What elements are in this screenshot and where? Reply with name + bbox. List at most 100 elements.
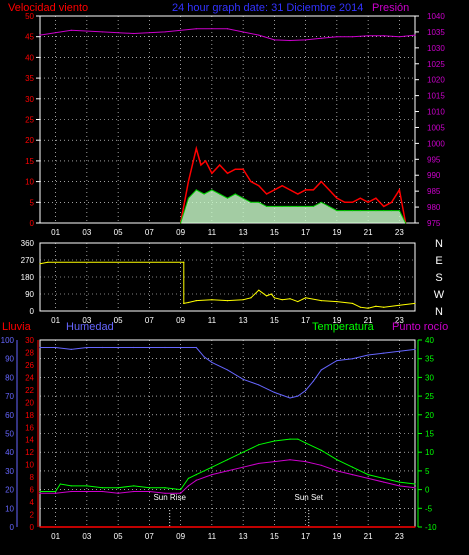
direction-point bbox=[305, 297, 307, 299]
wind-y-tick-label: 25 bbox=[25, 116, 34, 125]
wind-y-tick-label: 10 bbox=[25, 178, 34, 187]
rain-point bbox=[414, 526, 416, 528]
humidity-x-tick-label: 17 bbox=[301, 532, 310, 541]
gust-point bbox=[265, 193, 268, 195]
direction-point bbox=[273, 297, 275, 299]
dewpoint-point bbox=[180, 492, 182, 494]
gust-point bbox=[351, 201, 354, 203]
avg_wind-point bbox=[250, 201, 252, 203]
avg_wind-point bbox=[344, 209, 346, 212]
wind-x-tick-label: 19 bbox=[332, 228, 341, 237]
humidity-point bbox=[336, 359, 338, 362]
humidity-label: Humedad bbox=[66, 321, 114, 333]
direction-point bbox=[39, 263, 41, 265]
humidity-x-tick-label: 03 bbox=[82, 532, 91, 541]
humidity-point bbox=[414, 348, 416, 350]
temperature-point bbox=[180, 489, 182, 491]
dewpoint-point bbox=[320, 464, 322, 466]
pressure-point bbox=[367, 35, 369, 37]
humidity-point bbox=[383, 352, 385, 354]
dewpoint-point bbox=[305, 460, 307, 463]
wind-y-tick-label: 5 bbox=[30, 198, 35, 207]
direction-y-tick-label: 180 bbox=[21, 273, 35, 282]
pressure-point bbox=[101, 31, 104, 33]
sunset-label: Sun Set bbox=[295, 493, 324, 502]
wind-y-tick-label: 40 bbox=[25, 53, 34, 62]
direction-point bbox=[351, 302, 354, 305]
humidity-x-tick-label: 11 bbox=[208, 532, 217, 541]
temp-y-tick-label: 20 bbox=[425, 411, 434, 420]
humidity-point bbox=[211, 361, 213, 364]
avg_wind-point bbox=[195, 189, 197, 191]
humidity-point bbox=[320, 369, 322, 371]
wind-x-tick-label: 07 bbox=[145, 228, 154, 237]
avg_wind-point bbox=[375, 209, 377, 212]
humidity-point bbox=[289, 397, 291, 399]
temperature-point bbox=[242, 451, 244, 453]
pressure-y-tick-label: 1030 bbox=[427, 44, 445, 53]
wind-x-tick-label: 17 bbox=[301, 228, 310, 237]
pressure-y-tick-label: 980 bbox=[427, 203, 441, 212]
temp-y-tick-label: 25 bbox=[425, 392, 434, 401]
temp-y-tick-label: 35 bbox=[425, 355, 434, 364]
rain-y-tick-label: 20 bbox=[25, 398, 34, 407]
avg_wind-point bbox=[211, 189, 213, 191]
pressure-y-tick-label: 1040 bbox=[427, 12, 445, 21]
humidity-y-tick-label: 60 bbox=[5, 411, 14, 420]
dewpoint-point bbox=[351, 474, 354, 476]
pressure-y-tick-label: 985 bbox=[427, 187, 441, 196]
wind-y-tick-label: 50 bbox=[25, 12, 34, 21]
humidity-point bbox=[195, 346, 197, 349]
humidity-point bbox=[148, 346, 150, 349]
rain-y-tick-label: 10 bbox=[25, 461, 34, 470]
dewpoint-point bbox=[133, 490, 135, 493]
rain-y-tick-label: 8 bbox=[30, 473, 35, 482]
temperature-point bbox=[297, 438, 299, 440]
direction-point bbox=[258, 289, 260, 291]
wind-y-tick-label: 20 bbox=[25, 136, 34, 145]
gust-point bbox=[289, 189, 291, 191]
temperature-point bbox=[351, 466, 354, 468]
humidity-point bbox=[258, 384, 260, 386]
humidity-y-tick-label: 80 bbox=[5, 373, 14, 382]
pressure-point bbox=[305, 39, 307, 41]
gust-point bbox=[195, 147, 197, 150]
direction-point bbox=[297, 300, 299, 303]
dewpoint-point bbox=[148, 490, 150, 493]
direction-point bbox=[289, 298, 291, 300]
humidity-point bbox=[86, 346, 88, 349]
direction-point bbox=[183, 302, 185, 305]
humidity-y-tick-label: 10 bbox=[5, 504, 14, 513]
pressure-y-tick-label: 1000 bbox=[427, 139, 445, 148]
direction-point bbox=[226, 300, 229, 302]
avg_wind-line bbox=[180, 189, 407, 224]
pressure-point bbox=[164, 31, 166, 33]
humidity-point bbox=[226, 369, 229, 371]
rain-y-tick-label: 12 bbox=[25, 448, 34, 457]
gust-point bbox=[390, 201, 393, 203]
rain-label: Lluvia bbox=[2, 321, 32, 333]
humidity-y-tick-label: 90 bbox=[5, 355, 14, 364]
sunrise-label: Sun Rise bbox=[153, 493, 186, 502]
pressure-point bbox=[195, 28, 197, 30]
pressure-y-tick-label: 995 bbox=[427, 155, 441, 164]
dewpoint-point bbox=[211, 474, 213, 476]
wind-x-tick-label: 01 bbox=[51, 228, 60, 237]
temperature-point bbox=[164, 487, 166, 489]
humidity-x-tick-label: 13 bbox=[239, 532, 248, 541]
dewpoint-line bbox=[40, 459, 416, 494]
temperature-point bbox=[70, 485, 72, 487]
gust-point bbox=[250, 181, 252, 183]
wind-x-tick-label: 09 bbox=[176, 228, 185, 237]
temperature-point bbox=[367, 474, 369, 476]
temperature-point bbox=[101, 487, 104, 489]
direction-point bbox=[320, 300, 322, 302]
direction-point bbox=[195, 300, 197, 302]
temperature-point bbox=[226, 459, 229, 461]
gust-point bbox=[320, 181, 322, 183]
gust-point bbox=[328, 189, 330, 191]
pressure-point bbox=[414, 34, 416, 36]
direction-x-tick-label: 05 bbox=[114, 316, 123, 325]
